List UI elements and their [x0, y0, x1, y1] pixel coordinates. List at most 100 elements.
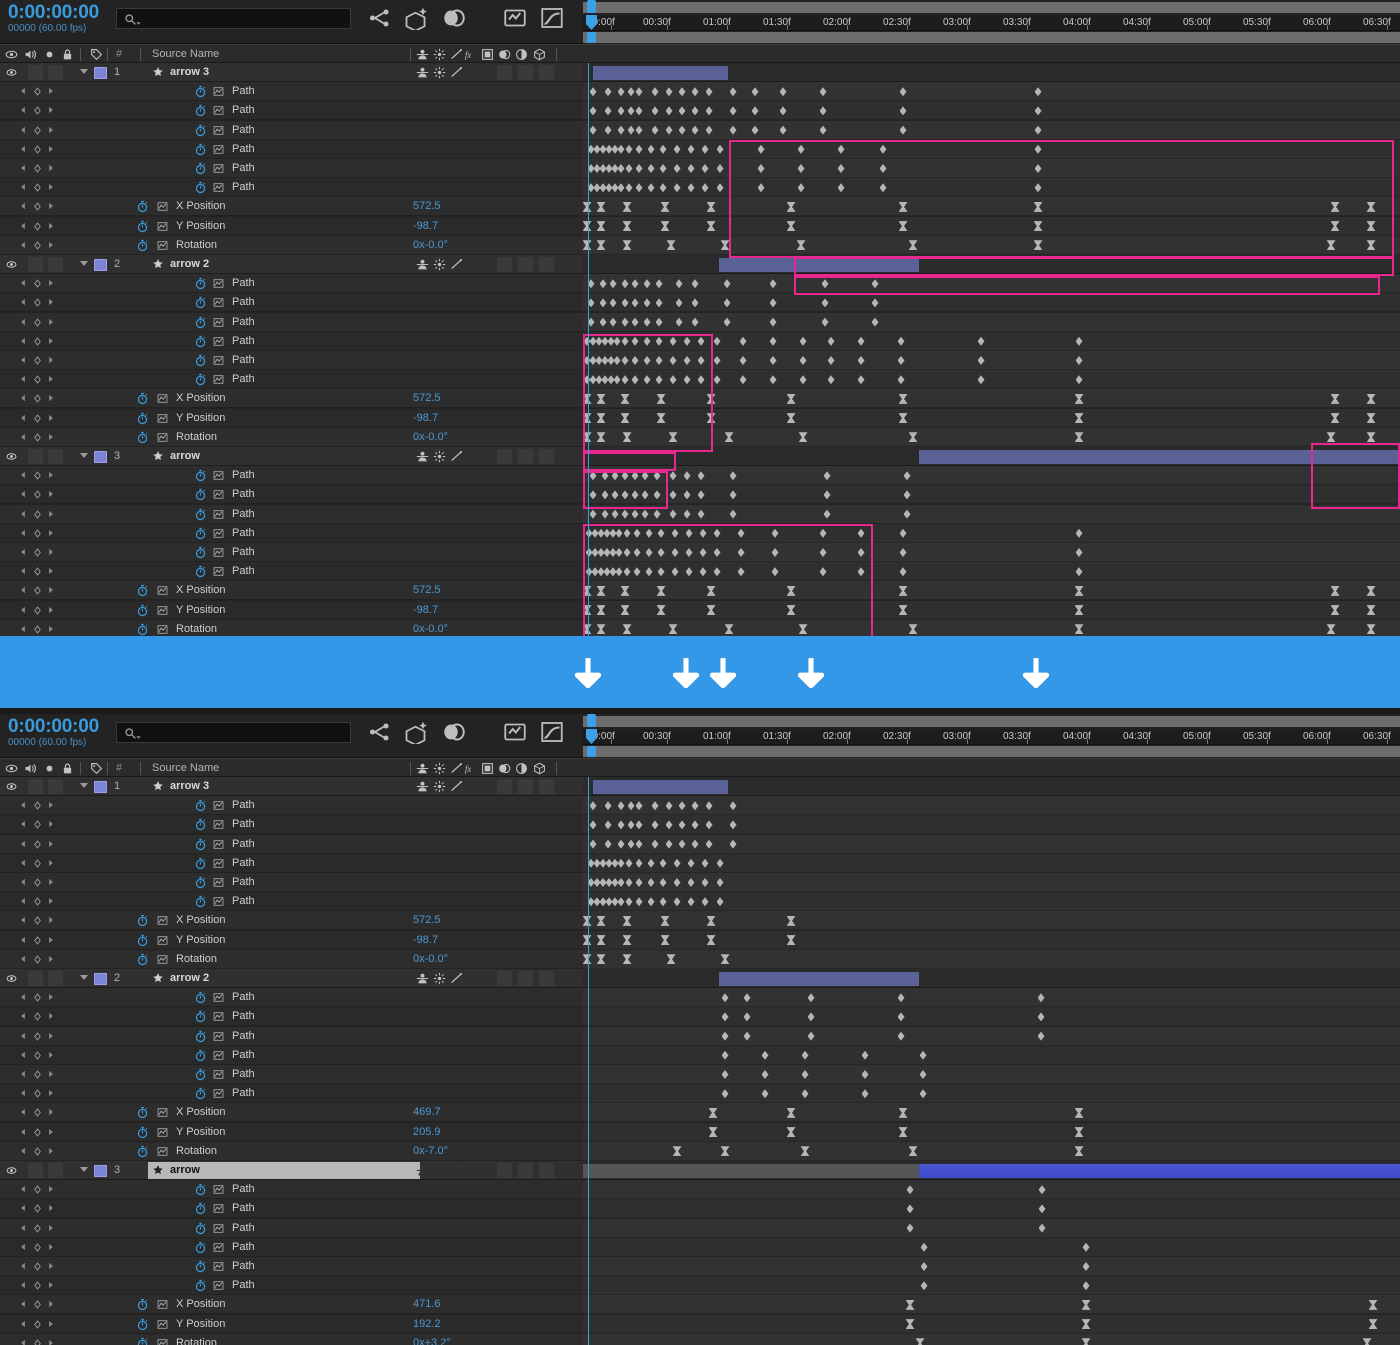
graph-editor-toggle-icon[interactable] [212, 1031, 225, 1042]
kf-prev-icon[interactable] [18, 566, 28, 579]
keyframe-marker[interactable] [687, 164, 695, 173]
property-name[interactable]: Path [232, 546, 255, 558]
graph-editor-toggle-icon[interactable] [212, 896, 225, 907]
kf-prev-icon[interactable] [18, 163, 28, 176]
keyframe-marker[interactable] [655, 336, 663, 346]
effects-icon[interactable] [450, 48, 463, 64]
keyframe-marker[interactable] [604, 125, 612, 135]
keyframe-marker[interactable] [898, 605, 908, 616]
audio-toggle-box[interactable] [28, 65, 43, 80]
keyframe-marker[interactable] [837, 164, 845, 173]
keyframe-marker[interactable] [627, 125, 635, 135]
keyframe-marker[interactable] [622, 915, 632, 926]
keyframe-marker[interactable] [898, 393, 908, 404]
quality-icon[interactable] [433, 762, 446, 778]
keyframe-marker[interactable] [739, 375, 747, 385]
keyframe-marker[interactable] [1038, 1185, 1046, 1195]
keyframe-marker[interactable] [819, 106, 827, 116]
keyframe-marker[interactable] [723, 298, 731, 308]
keyframe-marker[interactable] [678, 820, 686, 830]
keyframe-marker[interactable] [607, 375, 615, 385]
keyframe-marker[interactable] [582, 954, 592, 965]
graph-editor-toggle-icon[interactable] [212, 1280, 225, 1291]
kf-prev-icon[interactable] [18, 819, 28, 832]
keyframe-marker[interactable] [596, 432, 606, 443]
keyframe-marker[interactable] [621, 509, 629, 519]
expand-triangle-icon[interactable] [80, 975, 88, 980]
keyframe-marker[interactable] [1330, 221, 1340, 232]
kf-next-icon[interactable] [46, 585, 56, 598]
kf-diamond-icon[interactable] [32, 201, 43, 215]
keyframe-marker[interactable] [669, 356, 677, 365]
layer-switch-box[interactable] [497, 1163, 512, 1178]
keyframe-marker[interactable] [593, 183, 601, 193]
keyframe-marker[interactable] [609, 567, 617, 577]
keyframe-marker[interactable] [799, 336, 807, 346]
stopwatch-icon[interactable] [194, 1202, 207, 1215]
property-value[interactable]: 572.5 [413, 392, 441, 405]
layer-color-swatch[interactable] [94, 259, 107, 271]
keyframe-marker[interactable] [737, 528, 745, 538]
keyframe-marker[interactable] [609, 528, 617, 538]
kf-prev-icon[interactable] [18, 393, 28, 406]
layer-color-swatch[interactable] [94, 781, 107, 793]
keyframe-marker[interactable] [1074, 1107, 1084, 1118]
keyframe-marker[interactable] [605, 144, 613, 154]
keyframe-marker[interactable] [596, 935, 606, 946]
keyframe-marker[interactable] [898, 585, 908, 596]
stopwatch-icon[interactable] [194, 373, 207, 386]
keyframe-marker[interactable] [821, 317, 829, 327]
property-name[interactable]: X Position [176, 914, 226, 927]
keyframe-marker[interactable] [621, 356, 629, 365]
shy-icon[interactable] [416, 258, 429, 274]
property-name[interactable]: Rotation [176, 430, 217, 443]
keyframe-marker[interactable] [587, 279, 595, 289]
keyframe-marker[interactable] [647, 858, 655, 868]
property-name[interactable]: X Position [176, 584, 226, 597]
frame-blending-icon[interactable] [473, 720, 499, 746]
graph-editor-toggle-icon[interactable] [212, 336, 225, 347]
stopwatch-icon[interactable] [194, 1030, 207, 1043]
keyframe-marker[interactable] [659, 164, 667, 173]
keyframe-marker[interactable] [631, 471, 639, 481]
kf-prev-icon[interactable] [18, 355, 28, 368]
keyframe-marker[interactable] [622, 624, 632, 635]
keyframe-marker[interactable] [1034, 125, 1042, 135]
keyframe-marker[interactable] [729, 490, 737, 500]
kf-diamond-icon[interactable] [32, 858, 43, 872]
solo-toggle-box[interactable] [48, 257, 63, 272]
kf-prev-icon[interactable] [18, 125, 28, 138]
keyframe-marker[interactable] [706, 915, 716, 926]
keyframe-marker[interactable] [631, 509, 639, 519]
kf-next-icon[interactable] [46, 509, 56, 522]
graph-editor-toggle-icon[interactable] [212, 1088, 225, 1099]
keyframe-marker[interactable] [713, 548, 721, 557]
keyframe-marker[interactable] [595, 375, 603, 385]
stopwatch-icon[interactable] [136, 392, 149, 405]
keyframe-marker[interactable] [716, 897, 724, 907]
kf-prev-icon[interactable] [18, 278, 28, 291]
solo-toggle-box[interactable] [48, 1163, 63, 1178]
keyframe-marker[interactable] [685, 548, 693, 557]
keyframe-marker[interactable] [582, 240, 592, 251]
property-name[interactable]: X Position [176, 1106, 226, 1119]
graph-editor-toggle-icon[interactable] [212, 1069, 225, 1080]
graph-editor-toggle-icon[interactable] [212, 355, 225, 366]
layer-switch-box[interactable] [497, 779, 512, 794]
kf-next-icon[interactable] [46, 1127, 56, 1140]
property-name[interactable]: Y Position [176, 219, 226, 232]
keyframe-marker[interactable] [701, 144, 709, 154]
keyframe-marker[interactable] [675, 298, 683, 308]
keyframe-marker[interactable] [908, 432, 918, 443]
kf-diamond-icon[interactable] [32, 800, 43, 814]
stopwatch-icon[interactable] [194, 143, 207, 156]
graph-editor-toggle-icon[interactable] [156, 1146, 169, 1157]
keyframe-marker[interactable] [786, 915, 796, 926]
keyframe-marker[interactable] [1326, 240, 1336, 251]
keyframe-marker[interactable] [739, 356, 747, 365]
keyframe-marker[interactable] [605, 183, 613, 193]
keyframe-marker[interactable] [837, 183, 845, 193]
kf-prev-icon[interactable] [18, 1261, 28, 1274]
keyframe-marker[interactable] [729, 839, 737, 849]
stopwatch-icon[interactable] [136, 220, 149, 233]
